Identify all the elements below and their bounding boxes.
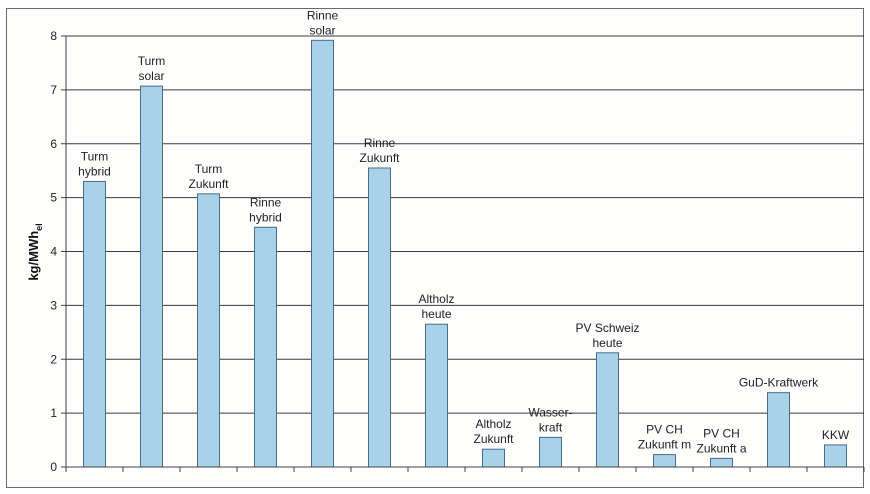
- bar: [83, 180, 106, 468]
- x-tick-marks: [65, 467, 865, 472]
- bar: [254, 226, 277, 468]
- bar: [140, 85, 163, 468]
- bar-label-line: hybrid: [249, 210, 282, 224]
- bar-label-line: Altholz: [418, 292, 454, 306]
- bar: [368, 167, 391, 468]
- bar-label-line: solar: [309, 23, 335, 37]
- bar-label-line: Rinne: [250, 195, 282, 209]
- bar-label: Wasser-kraft: [528, 405, 572, 434]
- bar-label-line: heute: [421, 307, 451, 321]
- bar-label-line: heute: [592, 336, 622, 350]
- bar-label-line: Zukunft: [359, 151, 400, 165]
- y-tick-label: 8: [50, 29, 57, 43]
- bar-label-line: Turm: [195, 162, 223, 176]
- y-tick-labels: 0 1 2 3 4 5 6 7 8: [50, 29, 66, 474]
- y-axis-title: kg/MWhel: [26, 223, 44, 280]
- bar: [653, 454, 676, 468]
- bar-label-line: Zukunft m: [638, 438, 691, 452]
- bar-label: Turm solar: [138, 54, 166, 83]
- gridlines: [66, 35, 864, 414]
- y-tick-label: 1: [50, 406, 57, 420]
- bar-label-line: Rinne: [307, 8, 339, 22]
- bar-label: Turm hybrid: [78, 149, 111, 178]
- bar-label-line: Rinne: [364, 136, 396, 150]
- bar: [596, 352, 619, 468]
- bar-label: Rinne hybrid: [249, 195, 282, 224]
- y-tick-label: 5: [50, 191, 57, 205]
- bar-label: Altholz heute: [418, 292, 454, 321]
- y-tick-label: 3: [50, 298, 57, 312]
- bar: [311, 39, 334, 468]
- bar-label-line: PV Schweiz: [575, 321, 639, 335]
- bar: [482, 448, 505, 468]
- y-tick-label: 4: [50, 245, 57, 259]
- bar-label-line: PV CH: [703, 426, 740, 440]
- bar-label: Rinne solar: [307, 8, 339, 37]
- bar-label: PV CH Zukunft a: [696, 426, 746, 455]
- y-axis-title-subscript: el: [34, 223, 44, 231]
- bar: [824, 444, 847, 468]
- bar-label-line: Zukunft a: [696, 441, 746, 455]
- bar: [710, 457, 733, 468]
- bar: [425, 323, 448, 468]
- bar: [197, 193, 220, 468]
- bar-label: KKW: [822, 428, 850, 442]
- bar-label: GuD-Kraftwerk: [739, 376, 819, 390]
- bar-label-line: Zukunft: [473, 432, 514, 446]
- bar-label-line: Turm: [81, 149, 109, 163]
- bar-label-line: Altholz: [475, 417, 511, 431]
- bar-label-line: Zukunft: [188, 177, 229, 191]
- bar-label-line: Turm: [138, 54, 166, 68]
- bar-label: Turm Zukunft: [188, 162, 229, 191]
- bar: [767, 392, 790, 468]
- bar-label-line: KKW: [822, 428, 850, 442]
- bar-label-line: PV CH: [646, 423, 683, 437]
- bar-label-line: GuD-Kraftwerk: [739, 376, 819, 390]
- y-tick-label: 6: [50, 137, 57, 151]
- bar-label-line: hybrid: [78, 164, 111, 178]
- bar: [539, 436, 562, 468]
- bar-label: Rinne Zukunft: [359, 136, 400, 165]
- bar-label: PV CH Zukunft m: [638, 423, 691, 452]
- bar-label: Altholz Zukunft: [473, 417, 514, 446]
- bar-label: PV Schweiz heute: [575, 321, 639, 350]
- y-tick-label: 2: [50, 352, 57, 366]
- bar-label-line: kraft: [539, 420, 563, 434]
- bars: [83, 39, 847, 468]
- bar-label-line: Wasser-: [528, 405, 572, 419]
- bar-label-line: solar: [138, 69, 164, 83]
- y-tick-label: 7: [50, 83, 57, 97]
- y-tick-label: 0: [50, 460, 57, 474]
